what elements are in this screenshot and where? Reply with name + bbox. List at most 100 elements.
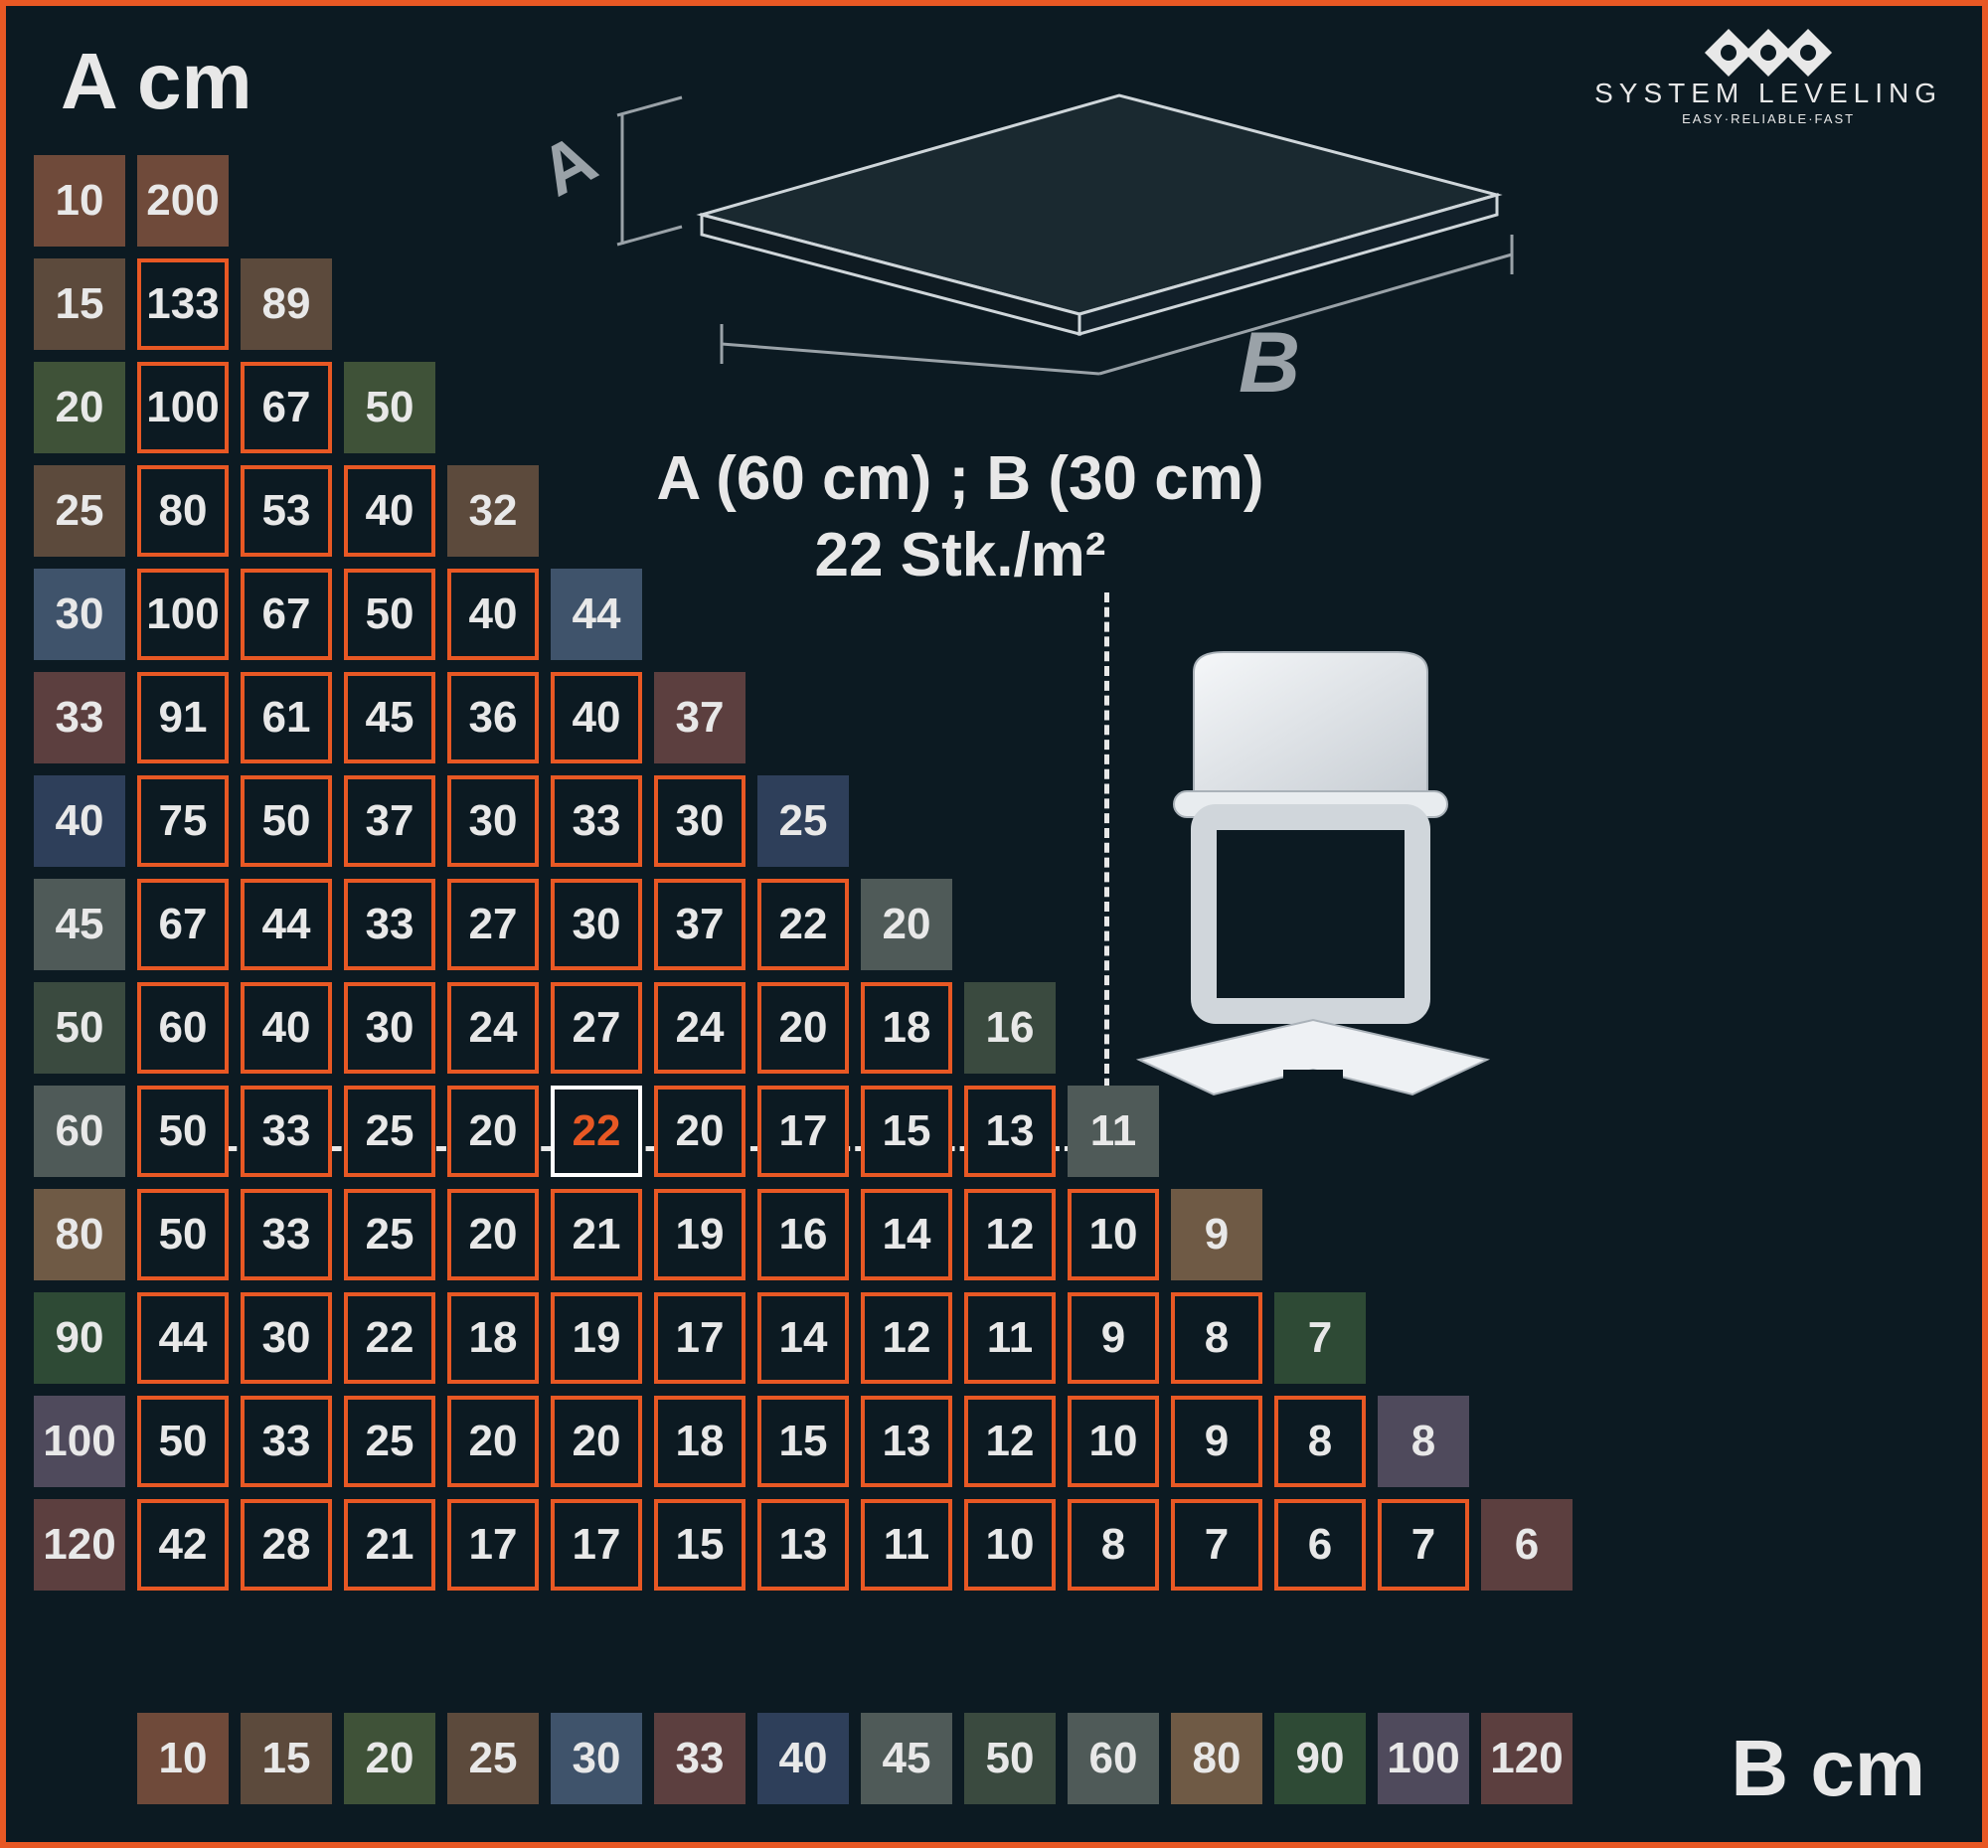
data-cell: 13 [861,1396,952,1487]
data-cell: 17 [757,1086,849,1177]
data-cell: 37 [654,879,746,970]
data-cell: 50 [137,1189,229,1280]
grid-row: 6050332520222017151311 [34,1086,1573,1177]
data-cell: 44 [241,879,332,970]
data-cell: 30 [344,982,435,1074]
data-cell: 13 [964,1086,1056,1177]
a-header-cell: 30 [34,569,125,660]
data-cell: 33 [241,1086,332,1177]
data-cell: 33 [551,775,642,867]
data-cell: 13 [757,1499,849,1591]
data-cell: 33 [344,879,435,970]
data-cell: 8 [1171,1292,1262,1384]
data-cell: 10 [1068,1189,1159,1280]
data-cell: 20 [447,1396,539,1487]
data-cell: 61 [241,672,332,763]
data-cell: 12 [964,1189,1056,1280]
data-cell: 21 [344,1499,435,1591]
data-cell: 50 [241,775,332,867]
data-cell: 30 [551,879,642,970]
a-header-cell: 15 [34,258,125,350]
diagonal-cell: 44 [551,569,642,660]
data-cell: 11 [861,1499,952,1591]
data-cell: 37 [344,775,435,867]
data-cell: 11 [964,1292,1056,1384]
data-cell: 27 [447,879,539,970]
b-header-cell: 10 [137,1713,229,1804]
data-cell: 27 [551,982,642,1074]
diagonal-cell: 11 [1068,1086,1159,1177]
data-cell: 24 [447,982,539,1074]
data-cell: 18 [654,1396,746,1487]
data-cell: 42 [137,1499,229,1591]
logo-diamonds-icon [1594,36,1942,70]
data-cell: 6 [1274,1499,1366,1591]
grid-row: 2580534032 [34,465,1573,557]
data-cell: 25 [344,1396,435,1487]
data-cell: 20 [447,1189,539,1280]
diagonal-cell: 200 [137,155,229,247]
b-header-cell: 25 [447,1713,539,1804]
brand-tagline: EASY·RELIABLE·FAST [1594,111,1942,126]
grid-row: 12042282117171513111087676 [34,1499,1573,1591]
data-cell: 19 [551,1292,642,1384]
data-cell: 33 [241,1396,332,1487]
data-cell: 30 [654,775,746,867]
data-cell: 20 [551,1396,642,1487]
data-cell: 40 [241,982,332,1074]
data-cell: 40 [344,465,435,557]
a-header-cell: 100 [34,1396,125,1487]
data-cell: 36 [447,672,539,763]
a-header-cell: 120 [34,1499,125,1591]
a-header-cell: 20 [34,362,125,453]
a-header-cell: 60 [34,1086,125,1177]
b-header-cell: 100 [1378,1713,1469,1804]
grid-row: 1513389 [34,258,1573,350]
b-header-cell: 90 [1274,1713,1366,1804]
b-header-cell: 33 [654,1713,746,1804]
data-cell: 30 [241,1292,332,1384]
data-cell: 8 [1068,1499,1159,1591]
diagonal-cell: 32 [447,465,539,557]
data-cell: 25 [344,1189,435,1280]
data-cell: 9 [1171,1396,1262,1487]
data-cell: 22 [344,1292,435,1384]
data-cell: 19 [654,1189,746,1280]
data-cell: 22 [757,879,849,970]
data-cell: 20 [654,1086,746,1177]
b-header-cell: 80 [1171,1713,1262,1804]
data-cell: 12 [861,1292,952,1384]
diagonal-cell: 37 [654,672,746,763]
data-cell: 50 [137,1086,229,1177]
data-cell: 18 [861,982,952,1074]
grid-row: 10200 [34,155,1573,247]
grid-row: 3010067504044 [34,569,1573,660]
data-cell: 25 [344,1086,435,1177]
a-header-cell: 25 [34,465,125,557]
diagonal-cell: 50 [344,362,435,453]
a-header-cell: 10 [34,155,125,247]
data-cell: 12 [964,1396,1056,1487]
a-header-cell: 33 [34,672,125,763]
data-cell: 100 [137,569,229,660]
a-header-cell: 80 [34,1189,125,1280]
data-cell: 133 [137,258,229,350]
grid-row: 50604030242724201816 [34,982,1573,1074]
data-cell: 15 [654,1499,746,1591]
data-cell: 44 [137,1292,229,1384]
data-cell: 33 [241,1189,332,1280]
data-cell: 15 [757,1396,849,1487]
data-cell: 80 [137,465,229,557]
data-cell: 53 [241,465,332,557]
diagonal-cell: 16 [964,982,1056,1074]
data-cell: 45 [344,672,435,763]
lookup-grid: 1020015133892010067502580534032301006750… [34,155,1573,1602]
b-header-cell: 40 [757,1713,849,1804]
a-header-cell: 50 [34,982,125,1074]
diagonal-cell: 9 [1171,1189,1262,1280]
data-cell: 8 [1274,1396,1366,1487]
data-cell: 14 [861,1189,952,1280]
data-cell: 21 [551,1189,642,1280]
b-header-cell: 30 [551,1713,642,1804]
grid-row: 10050332520201815131210988 [34,1396,1573,1487]
